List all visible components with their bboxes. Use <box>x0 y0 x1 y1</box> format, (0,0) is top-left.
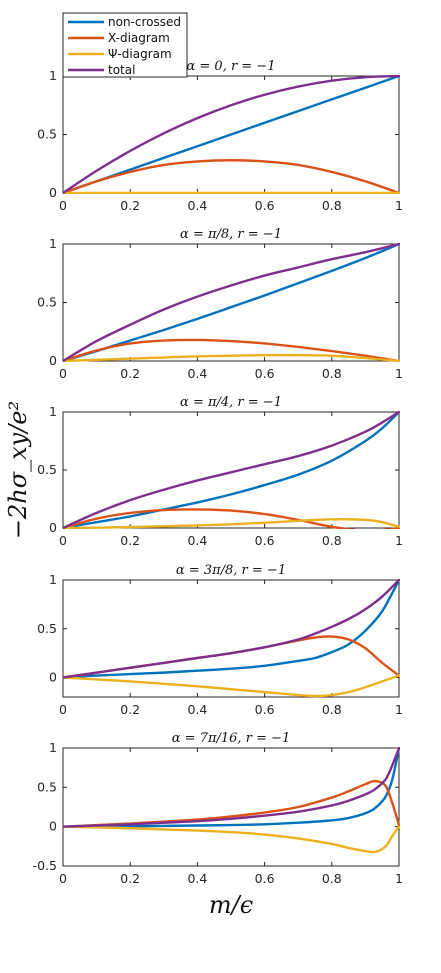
x-tick-label: 0.4 <box>187 702 207 717</box>
y-tick-label: 0.5 <box>37 295 57 310</box>
legend-label: Ψ-diagram <box>108 47 172 61</box>
series-line--diagram <box>63 518 400 529</box>
y-tick-label: 0 <box>49 670 57 685</box>
x-tick-label: 0.2 <box>120 871 140 886</box>
y-tick-label: 0.5 <box>37 462 57 477</box>
y-tick-label: 1 <box>49 236 57 251</box>
legend-entries: non-crossed X-diagram Ψ-diagram total <box>68 15 181 77</box>
series-line-total <box>63 747 400 828</box>
panel-title: α = π/4, r = −1 <box>180 395 282 410</box>
series-line-non-crossed <box>63 747 400 828</box>
y-tick-label: 1 <box>49 404 57 419</box>
legend-label: X-diagram <box>108 31 170 45</box>
panels: α = 0, r = −10 0.2 0.4 0.6 0.8 100.51α = π/8,… <box>33 59 403 886</box>
y-tick-label: 0.5 <box>37 779 57 794</box>
legend-entry: X-diagram <box>68 31 170 45</box>
series-line--diagram <box>63 353 400 362</box>
y-tick-label: -0.5 <box>33 858 57 873</box>
x-tick-label: 0.2 <box>120 366 140 381</box>
x-tick-label: 0 <box>59 366 67 381</box>
x-axis-label: m/ϵ <box>209 891 253 919</box>
panel-2: α = π/8, r = −1 0 0.2 0.4 0.6 0.8 1 0 0.5 1 <box>37 227 403 381</box>
y-tick-label: 0 <box>49 520 57 535</box>
panel-5: α = 7π/16, r = −10 0.2 0.4 0.6 0.8 1-0.500.51 <box>33 731 403 886</box>
series-line-non-crossed <box>63 243 400 362</box>
series-line-non-crossed <box>63 411 400 529</box>
x-tick-label: 0.4 <box>187 871 207 886</box>
x-tick-label: 0.4 <box>187 366 207 381</box>
y-tick-label: 1 <box>49 68 57 83</box>
legend-entry: Ψ-diagram <box>68 47 172 61</box>
panel-1: α = 0, r = −1 0 0.2 0.4 0.6 0.8 1 0 0.5 1 <box>37 59 403 213</box>
panel-3: α = π/4, r = −1 0 0.2 0.4 0.6 0.8 1 0 0.5 1 <box>37 395 403 548</box>
x-tick-label: 0.6 <box>255 198 275 213</box>
panel-title: α = 0, r = −1 <box>186 59 275 74</box>
series-line-total <box>63 579 400 679</box>
x-tick-label: 0.6 <box>255 366 275 381</box>
x-tick-label: 0.6 <box>255 533 275 548</box>
x-tick-label: 0.2 <box>120 702 140 717</box>
legend-label: total <box>108 63 135 77</box>
axes-box <box>62 243 400 362</box>
panel-title: α = 7π/16, r = −1 <box>172 731 290 746</box>
x-tick-label: 0.6 <box>255 871 275 886</box>
x-tick-label: 0.8 <box>322 871 342 886</box>
panel-4: α = 3π/8, r = −1 0 0.2 0.4 0.6 0.8 1 0 0.5 1 <box>37 563 403 717</box>
x-tick-label: 0.8 <box>322 702 342 717</box>
panel-title: α = 3π/8, r = −1 <box>176 563 286 578</box>
x-tick-label: 0.2 <box>120 198 140 213</box>
x-tick-label: 1 <box>395 702 403 717</box>
y-tick-label: 0 <box>49 353 57 368</box>
x-tick-label: 0 <box>59 533 67 548</box>
series-line-x-diagram <box>63 508 400 529</box>
series-line-total <box>63 411 400 529</box>
panel-title: α = π/8, r = −1 <box>180 227 282 242</box>
legend-entry: total <box>68 63 135 77</box>
y-tick-label: 0.5 <box>37 621 57 636</box>
series-line--diagram <box>63 825 400 854</box>
series-line-x-diagram <box>63 338 400 362</box>
series-line-total <box>63 75 400 194</box>
x-tick-label: 1 <box>395 198 403 213</box>
legend: non-crossed X-diagram Ψ-diagram total <box>62 12 188 78</box>
y-tick-label: 1 <box>49 740 57 755</box>
x-tick-label: 0.6 <box>255 702 275 717</box>
x-tick-label: 0 <box>59 871 67 886</box>
series-line-x-diagram <box>63 159 400 194</box>
legend-label: non-crossed <box>108 15 181 29</box>
x-tick-label: 0.8 <box>322 366 342 381</box>
x-tick-label: 1 <box>395 366 403 381</box>
y-tick-label: 0 <box>49 185 57 200</box>
axes-box <box>62 411 400 529</box>
x-tick-label: 0 <box>59 702 67 717</box>
y-tick-label: 1 <box>49 572 57 587</box>
x-tick-label: 0.8 <box>322 198 342 213</box>
y-tick-label: 0.5 <box>37 127 57 142</box>
x-tick-label: 1 <box>395 533 403 548</box>
series-line-non-crossed <box>63 579 400 679</box>
x-tick-label: 0.4 <box>187 533 207 548</box>
series-line--diagram <box>63 674 400 698</box>
legend-entry: non-crossed <box>68 15 181 29</box>
legend-box <box>62 12 188 78</box>
x-tick-label: 0.2 <box>120 533 140 548</box>
y-axis-label: −2hσ_xy/e² <box>4 401 32 539</box>
x-tick-label: 0 <box>59 198 67 213</box>
y-tick-label: 0 <box>49 819 57 834</box>
x-tick-label: 1 <box>395 871 403 886</box>
x-tick-label: 0.4 <box>187 198 207 213</box>
x-tick-label: 0.8 <box>322 533 342 548</box>
series-line-non-crossed <box>63 75 400 194</box>
series-line-total <box>63 243 400 362</box>
